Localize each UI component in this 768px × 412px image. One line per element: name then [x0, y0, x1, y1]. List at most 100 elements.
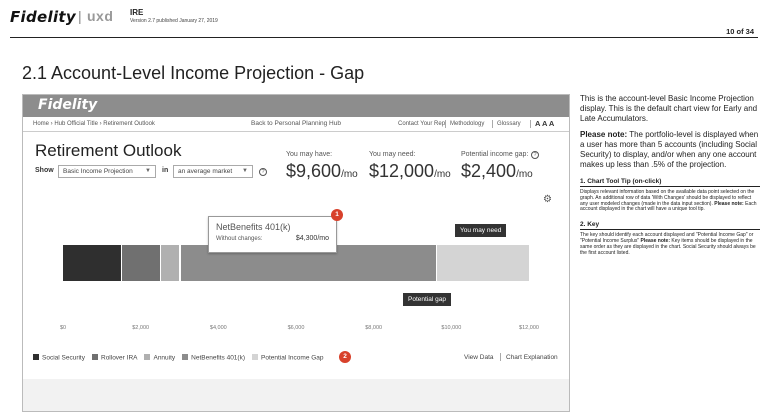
- income-gap-label: Potential income gap:: [461, 151, 529, 158]
- income-gap-unit: /mo: [516, 169, 533, 180]
- income-gap-amount: $2,400: [461, 161, 517, 181]
- legend-label: Annuity: [153, 354, 176, 362]
- may-have-unit: /mo: [341, 169, 358, 180]
- uxd-logo: uxd: [87, 8, 114, 24]
- note-label: Please note:: [714, 200, 744, 207]
- projection-type-select[interactable]: Basic Income Projection ▼: [58, 165, 156, 178]
- annotation-badge-2: 2: [339, 351, 351, 363]
- legend-label: Rollover IRA: [101, 354, 138, 362]
- legend-swatch: [144, 354, 151, 360]
- may-need-unit: /mo: [434, 169, 451, 180]
- view-data-link[interactable]: View Data: [464, 354, 494, 361]
- brand-separator: |: [78, 8, 82, 24]
- annotation-note: Please note: The portfolio-level is disp…: [580, 130, 760, 170]
- annotation-heading-1: 1. Chart Tool Tip (on-click): [580, 178, 760, 187]
- legend-item: Rollover IRA: [92, 354, 137, 362]
- potential-gap-callout: Potential gap: [403, 293, 451, 306]
- in-label: in: [162, 167, 169, 174]
- help-icon[interactable]: ?: [531, 151, 539, 159]
- x-tick-label: $8,000: [365, 325, 383, 331]
- note-label: Please note:: [640, 237, 670, 244]
- document-header: Fidelity | uxd IRE Version 2.7 published…: [0, 0, 768, 40]
- legend-label: Potential Income Gap: [261, 354, 324, 362]
- annotation-badge-1: 1: [331, 209, 343, 221]
- chevron-down-icon: ▼: [145, 168, 151, 174]
- nav-divider: [530, 120, 531, 128]
- legend-swatch: [92, 354, 98, 360]
- note-text: Each account displayed in the chart will…: [580, 200, 757, 213]
- annotation-heading-2: 2. Key: [580, 221, 760, 231]
- legend-item: NetBenefits 401(k): [182, 354, 245, 362]
- mockup-bottom-panel: [23, 379, 569, 411]
- note-label: Please note:: [580, 130, 628, 139]
- nav-divider: [492, 120, 493, 128]
- income-projection-chart: NetBenefits 401(k) Without changes: $4,3…: [59, 209, 539, 383]
- x-tick-label: $4,000: [209, 325, 227, 331]
- page-title: 2.1 Account-Level Income Projection - Ga…: [22, 63, 365, 83]
- document-version: Version 2.7 published January 27, 2019: [130, 18, 218, 24]
- gear-icon[interactable]: ⚙: [543, 194, 552, 205]
- annotation-text-1: Displays relevant information based on t…: [580, 189, 760, 213]
- legend-label: Social Security: [42, 354, 85, 362]
- tooltip-row-value: $4,300/mo: [295, 235, 329, 242]
- may-have-label: You may have:: [286, 151, 333, 158]
- bar-segment[interactable]: [121, 245, 161, 281]
- header-divider: [10, 37, 758, 38]
- note-text: Key items should be displayed in the sam…: [580, 237, 756, 256]
- mockup-nav-bar: Home › Hub Official Title › Retirement O…: [23, 117, 569, 132]
- mockup-top-bar: Fidelity: [23, 95, 569, 117]
- annotation-panel: This is the account-level Basic Income P…: [580, 94, 760, 256]
- legend-swatch: [33, 354, 39, 360]
- may-need-value: $12,000/mo: [369, 161, 451, 182]
- nav-divider: [445, 120, 446, 128]
- annotation-intro: This is the account-level Basic Income P…: [580, 94, 758, 123]
- retirement-outlook-heading: Retirement Outlook: [35, 141, 182, 160]
- may-have-amount: $9,600: [286, 161, 342, 181]
- mockup-fidelity-logo: Fidelity: [38, 97, 98, 113]
- legend-divider: [500, 353, 501, 361]
- bar-segment[interactable]: [160, 245, 180, 281]
- tooltip-row: Without changes: $4,300/mo: [216, 235, 329, 242]
- chevron-down-icon: ▼: [242, 168, 248, 174]
- may-need-amount: $12,000: [369, 161, 435, 181]
- legend-item: Potential Income Gap: [252, 354, 324, 362]
- methodology-link[interactable]: Methodology: [450, 121, 485, 127]
- bar-segment[interactable]: [435, 245, 529, 281]
- annotation-text-2: The key should identify each account dis…: [580, 232, 760, 256]
- x-tick-label: $0: [59, 325, 67, 331]
- x-tick-label: $2,000: [132, 325, 150, 331]
- back-to-hub-link[interactable]: Back to Personal Planning Hub: [251, 120, 341, 127]
- page-number: 10 of 34: [726, 27, 754, 36]
- legend-item: Social Security: [33, 354, 85, 362]
- tooltip-row-label: Without changes:: [216, 236, 263, 242]
- ui-mockup: Fidelity Home › Hub Official Title › Ret…: [22, 94, 570, 412]
- fidelity-logo: Fidelity: [10, 8, 76, 26]
- document-id: IRE: [130, 8, 144, 17]
- breadcrumb[interactable]: Home › Hub Official Title › Retirement O…: [33, 121, 155, 127]
- bar-segment[interactable]: [63, 245, 122, 281]
- help-icon[interactable]: ?: [259, 168, 267, 176]
- legend-swatch: [252, 354, 259, 360]
- market-value: an average market: [178, 168, 233, 175]
- may-have-value: $9,600/mo: [286, 161, 358, 182]
- contact-rep-link[interactable]: Contact Your Rep: [398, 121, 446, 127]
- projection-type-value: Basic Income Projection: [63, 168, 133, 175]
- x-tick-label: $6,000: [287, 325, 305, 331]
- x-tick-label: $10,000: [441, 325, 462, 331]
- market-select[interactable]: an average market ▼: [173, 165, 253, 178]
- chart-tooltip: NetBenefits 401(k) Without changes: $4,3…: [208, 216, 337, 253]
- note-text: The portfolio-level is displayed when a …: [580, 130, 759, 169]
- annotation-body-2: The key should identify each account dis…: [580, 232, 754, 244]
- legend-item: Annuity: [144, 354, 175, 362]
- tooltip-title: NetBenefits 401(k): [216, 222, 291, 232]
- chart-legend: Social Security Rollover IRA Annuity NetBen…: [33, 354, 331, 362]
- show-label: Show: [35, 167, 54, 174]
- may-need-label: You may need:: [369, 151, 416, 158]
- font-size-control[interactable]: A A A: [535, 119, 555, 128]
- legend-label: NetBenefits 401(k): [191, 354, 246, 362]
- glossary-link[interactable]: Glossary: [497, 121, 521, 127]
- x-tick-label: $12,000: [519, 325, 539, 331]
- legend-swatch: [182, 354, 189, 360]
- chart-explanation-link[interactable]: Chart Explanation: [506, 354, 558, 361]
- annotation-body-1: Displays relevant information based on t…: [580, 189, 755, 207]
